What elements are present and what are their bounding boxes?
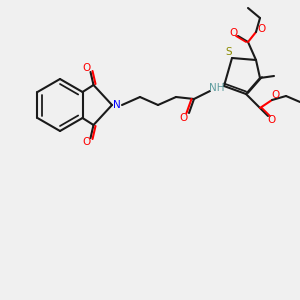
Text: O: O (82, 63, 91, 73)
Text: NH: NH (209, 83, 225, 93)
Text: O: O (229, 28, 237, 38)
Text: S: S (226, 47, 232, 57)
Text: O: O (268, 115, 276, 125)
Text: O: O (180, 113, 188, 123)
Text: O: O (257, 24, 265, 34)
Text: N: N (113, 100, 121, 110)
Text: O: O (272, 90, 280, 100)
Text: O: O (82, 137, 91, 147)
